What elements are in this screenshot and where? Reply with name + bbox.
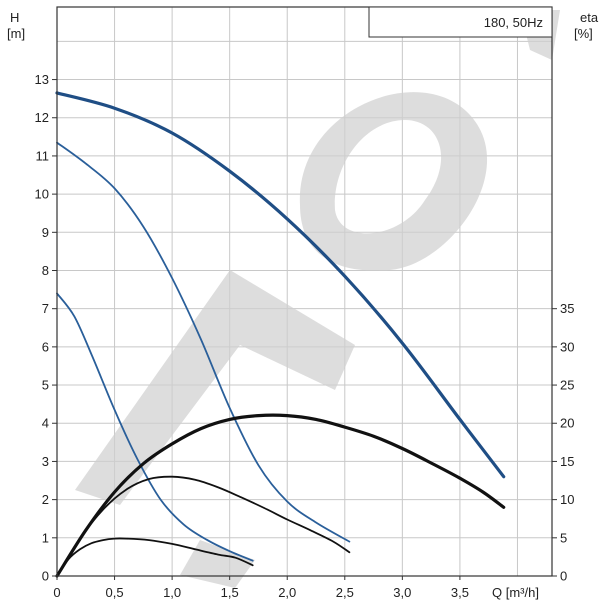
right-tick-label: 30 — [560, 339, 574, 354]
x-tick-label: 2,5 — [336, 585, 354, 600]
x-tick-label: 2,0 — [278, 585, 296, 600]
left-tick-label: 0 — [42, 569, 49, 584]
left-tick-label: 10 — [35, 187, 49, 202]
x-axis-ticks: 0 0,5 1,0 1,5 2,0 2,5 3,0 3,5 — [53, 576, 469, 600]
head-curve-1 — [56, 141, 351, 543]
watermark-shape — [299, 92, 488, 271]
x-tick-label: 3,5 — [451, 585, 469, 600]
right-tick-label: 0 — [560, 569, 567, 584]
left-tick-label: 11 — [36, 148, 50, 163]
right-tick-label: 20 — [560, 416, 574, 431]
head-curve-2 — [56, 292, 254, 562]
efficiency-curve-3 — [55, 413, 506, 578]
right-tick-label: 15 — [560, 454, 574, 469]
legend-box-label: 180, 50Hz — [484, 15, 543, 30]
x-tick-label: 0,5 — [106, 585, 124, 600]
legend-box: 180, 50Hz — [368, 6, 553, 38]
x-tick-label: 1,5 — [221, 585, 239, 600]
left-tick-label: 9 — [42, 225, 49, 240]
right-axis-label: eta — [580, 10, 599, 25]
left-tick-label: 13 — [35, 72, 49, 87]
x-tick-label: 3,0 — [393, 585, 411, 600]
left-axis-unit: [m] — [7, 26, 25, 41]
watermark — [75, 10, 560, 588]
watermark-shape — [180, 540, 255, 588]
plot-frame — [56, 6, 553, 577]
efficiency-curve-5 — [56, 537, 254, 577]
left-axis-label: H — [10, 10, 19, 25]
left-tick-label: 2 — [42, 492, 49, 507]
left-tick-label: 4 — [42, 416, 49, 431]
left-tick-label: 7 — [42, 301, 49, 316]
left-tick-label: 6 — [42, 339, 49, 354]
x-axis-label: Q [m³/h] — [492, 585, 539, 600]
left-tick-label: 8 — [42, 263, 49, 278]
grid — [57, 7, 552, 576]
right-tick-label: 25 — [560, 378, 574, 393]
watermark-shape — [75, 270, 355, 505]
head-curve-0 — [55, 91, 506, 479]
efficiency-curve-4 — [56, 475, 351, 577]
right-tick-label: 5 — [560, 530, 567, 545]
right-axis-unit: [%] — [574, 26, 593, 41]
x-tick-label: 1,0 — [163, 585, 181, 600]
x-tick-label: 0 — [53, 585, 60, 600]
left-tick-label: 12 — [35, 110, 49, 125]
left-tick-label: 1 — [42, 530, 49, 545]
legend-box-frame — [368, 6, 553, 38]
right-tick-label: 35 — [560, 301, 574, 316]
right-axis-ticks: 0 5 10 15 20 25 30 35 — [552, 301, 574, 584]
right-tick-label: 10 — [560, 492, 574, 507]
left-tick-label: 5 — [42, 378, 49, 393]
left-tick-label: 3 — [42, 454, 49, 469]
series-group — [55, 91, 506, 578]
